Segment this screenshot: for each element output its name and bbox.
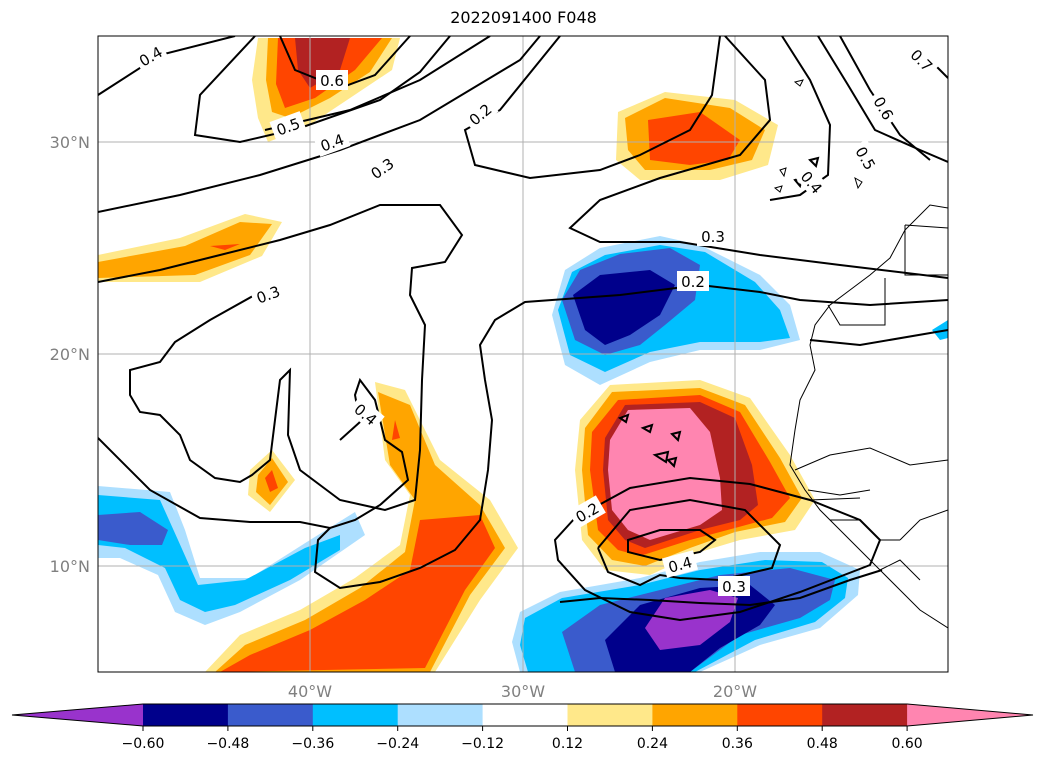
lon-label: 20°W [713, 682, 757, 701]
colorbar-tick-label: 0.12 [552, 736, 583, 752]
positive-anomaly-northeast [616, 92, 778, 180]
colorbar-tick-label: −0.24 [376, 736, 419, 752]
colorbar-tick-label: −0.48 [206, 736, 249, 752]
negative-anomaly-west [98, 486, 365, 625]
lat-label: 30°N [50, 133, 90, 152]
positive-anomaly-south [575, 380, 815, 575]
colorbar-extend-low [12, 704, 143, 726]
map-frame [97, 35, 949, 673]
colorbar-swatch [567, 704, 653, 726]
negative-anomaly-north [552, 236, 800, 385]
colorbar-tick-label: 0.36 [722, 736, 753, 752]
contour-label: 0.4 [666, 553, 694, 577]
colorbar-tick-label: −0.36 [291, 736, 334, 752]
colorbar-extend-high [907, 704, 1033, 726]
contour-labels: 0.4 0.6 0.5 0.4 0.3 0.2 0.7 0.6 0.5 0.4 … [132, 38, 941, 596]
colorbar-swatch [652, 704, 738, 726]
colorbar: −0.60 −0.48 −0.36 −0.24 −0.12 0.12 0.24 0.36 0.4… [11, 703, 1034, 752]
colorbar-swatch [227, 704, 314, 726]
colorbar-swatch [482, 704, 568, 726]
colorbar-swatch [143, 704, 229, 726]
contour-label: 0.6 [320, 72, 344, 90]
colorbar-tick-label: −0.12 [461, 736, 504, 752]
map-title: 2022091400 F048 [450, 8, 597, 27]
coastline [773, 79, 948, 629]
shaded-field: 0.4 0.6 0.5 0.4 0.3 0.2 0.7 0.6 0.5 0.4 … [98, 36, 948, 672]
contour-label: 0.2 [681, 273, 705, 291]
colorbar-swatch [397, 704, 484, 726]
positive-anomaly-west [98, 214, 282, 282]
positive-anomaly-central [205, 382, 518, 672]
colorbar-tick-label: 0.24 [637, 736, 668, 752]
longitude-labels: 40°W 30°W 20°W [288, 682, 757, 701]
colorbar-swatch [312, 704, 399, 726]
negative-anomaly-edge [932, 320, 948, 340]
colorbar-tick-label: 0.60 [892, 736, 923, 752]
contour-label: 0.3 [722, 578, 746, 596]
lat-label: 20°N [50, 345, 90, 364]
lat-label: 10°N [50, 557, 90, 576]
lon-label: 30°W [501, 682, 545, 701]
contour-label: 0.3 [701, 228, 725, 246]
colorbar-tick-label: 0.48 [807, 736, 838, 752]
contour-lines [98, 36, 948, 622]
colorbar-tick-label: −0.60 [122, 736, 165, 752]
colorbar-swatch [737, 704, 823, 726]
lon-label: 40°W [288, 682, 332, 701]
colorbar-swatch [822, 704, 908, 726]
negative-anomaly-south [512, 552, 860, 672]
latitude-labels: 30°N 20°N 10°N [50, 133, 90, 576]
